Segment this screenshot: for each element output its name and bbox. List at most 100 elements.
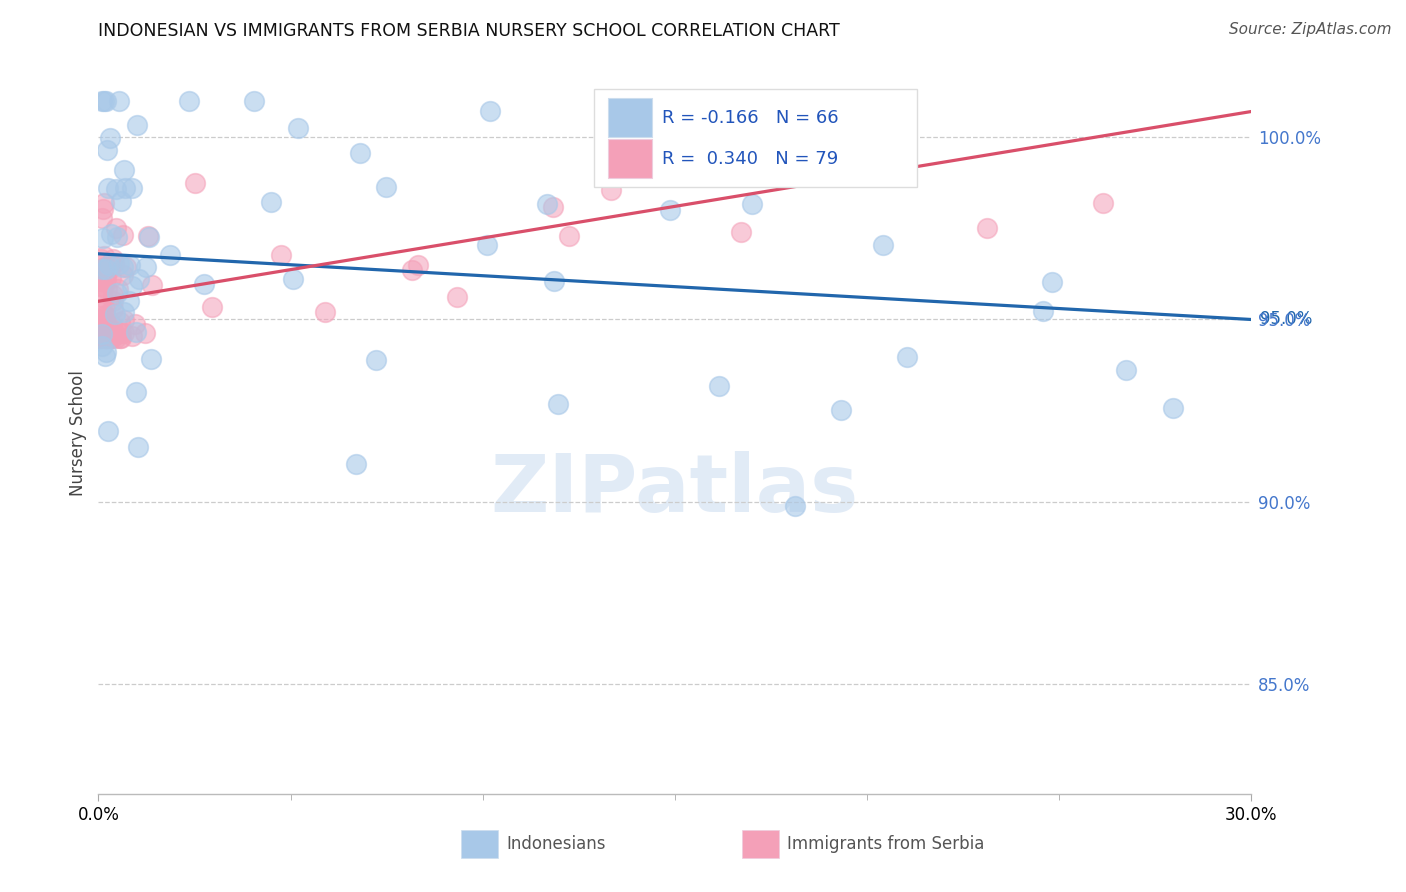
Point: [138, 228, 160, 243]
Point: [108, 258, 131, 272]
Point: [104, 307, 127, 321]
Point: [101, 331, 124, 345]
Point: [478, 104, 501, 119]
Point: [91, 331, 114, 345]
Point: [349, 146, 371, 161]
Point: [401, 263, 423, 277]
Point: [124, 317, 146, 331]
Point: [91, 211, 114, 225]
Point: [120, 258, 142, 272]
Point: [96, 262, 118, 277]
Text: ZIPatlas: ZIPatlas: [491, 451, 859, 530]
Point: [103, 301, 125, 316]
Point: [104, 331, 127, 345]
Point: [872, 238, 894, 252]
Text: INDONESIAN VS IMMIGRANTS FROM SERBIA NURSERY SCHOOL CORRELATION CHART: INDONESIAN VS IMMIGRANTS FROM SERBIA NUR…: [98, 22, 841, 40]
Point: [91, 265, 114, 279]
Point: [108, 331, 131, 345]
Point: [558, 228, 581, 243]
Point: [89, 331, 111, 345]
Point: [709, 379, 731, 393]
Point: [976, 220, 998, 235]
Point: [96, 331, 118, 345]
Point: [103, 256, 125, 270]
Point: [193, 277, 215, 291]
Point: [101, 318, 124, 333]
Point: [94, 309, 117, 323]
Point: [475, 237, 498, 252]
Point: [287, 121, 309, 136]
Point: [101, 288, 124, 302]
Point: [90, 252, 112, 267]
Point: [547, 397, 569, 411]
Point: [374, 179, 396, 194]
Point: [96, 94, 118, 108]
FancyBboxPatch shape: [595, 89, 917, 187]
Point: [270, 247, 292, 261]
Point: [91, 230, 114, 244]
Text: R = -0.166   N = 66: R = -0.166 N = 66: [662, 109, 839, 127]
Point: [90, 301, 112, 316]
Point: [98, 320, 121, 334]
Point: [1092, 195, 1115, 210]
Point: [90, 319, 112, 334]
Text: Indonesians: Indonesians: [506, 835, 606, 853]
Point: [117, 293, 139, 308]
Point: [91, 94, 114, 108]
Point: [141, 278, 163, 293]
Point: [830, 403, 852, 417]
Point: [89, 331, 111, 345]
Point: [730, 225, 752, 239]
Y-axis label: Nursery School: Nursery School: [69, 369, 87, 496]
Point: [344, 457, 367, 471]
Text: 95.0%: 95.0%: [1260, 310, 1312, 328]
Point: [94, 331, 117, 345]
Point: [91, 327, 114, 342]
Point: [114, 180, 136, 194]
Point: [96, 331, 118, 345]
Point: [89, 316, 111, 330]
Point: [98, 331, 121, 345]
Point: [1032, 303, 1054, 318]
Point: [659, 202, 682, 217]
Point: [112, 260, 135, 274]
Point: [128, 272, 150, 286]
Point: [1115, 363, 1137, 377]
Point: [100, 331, 122, 345]
Point: [896, 350, 918, 364]
Point: [90, 278, 112, 293]
Point: [110, 194, 132, 208]
Point: [134, 326, 156, 341]
Text: Immigrants from Serbia: Immigrants from Serbia: [787, 835, 984, 853]
Point: [543, 200, 565, 214]
Point: [93, 249, 115, 263]
Point: [112, 163, 135, 178]
Point: [93, 260, 115, 274]
Point: [115, 260, 138, 274]
Point: [89, 331, 111, 345]
Point: [91, 338, 114, 352]
Text: Source: ZipAtlas.com: Source: ZipAtlas.com: [1229, 22, 1392, 37]
Point: [536, 197, 558, 211]
Point: [406, 258, 429, 272]
Point: [91, 331, 114, 345]
Point: [1161, 401, 1184, 415]
Point: [135, 260, 157, 274]
Point: [1040, 275, 1063, 289]
Point: [201, 301, 224, 315]
Point: [101, 329, 124, 343]
Point: [121, 180, 143, 194]
Point: [184, 176, 207, 190]
Point: [127, 441, 149, 455]
Point: [97, 181, 120, 195]
Point: [94, 308, 117, 322]
Point: [94, 270, 117, 285]
Point: [125, 384, 148, 399]
Point: [121, 278, 143, 293]
Point: [366, 353, 388, 368]
Point: [93, 349, 115, 363]
Point: [98, 258, 121, 272]
Point: [89, 274, 111, 288]
Point: [96, 143, 118, 157]
Point: [112, 305, 135, 319]
